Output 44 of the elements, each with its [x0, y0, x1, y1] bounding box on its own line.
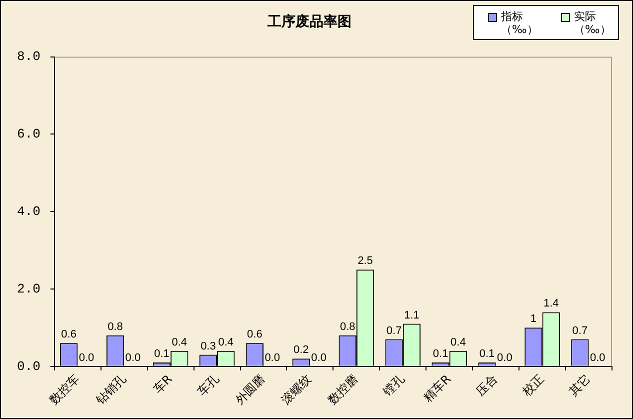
data-label: 0.0	[590, 352, 606, 364]
data-label: 0.3	[200, 340, 216, 352]
data-label: 0.4	[218, 336, 234, 348]
x-tick-label: 车孔	[194, 372, 222, 399]
x-tick-label: 滚螺纹	[278, 372, 314, 408]
data-label: 0.0	[125, 352, 141, 364]
y-tick-label: 8.0	[17, 49, 40, 64]
legend-label: 实际（‰）	[574, 10, 611, 36]
y-tick-label: 6.0	[17, 126, 40, 142]
y-tick-label: 2.0	[17, 281, 40, 296]
data-label: 0.7	[386, 324, 402, 337]
y-tick-label: 0.0	[17, 358, 40, 374]
data-label: 1.4	[543, 298, 559, 310]
data-label: 0.6	[247, 328, 262, 341]
data-label: 0.8	[340, 320, 356, 333]
data-label: 0.7	[572, 324, 588, 337]
chart-title: 工序废品率图	[266, 13, 352, 30]
x-tick-label: 其它	[566, 372, 594, 399]
data-label: 0.1	[432, 348, 448, 360]
x-tick-label: 钻销孔	[92, 372, 128, 408]
data-label: 0.4	[450, 336, 466, 348]
x-tick-label: 外圆磨	[232, 372, 268, 408]
data-label: 0.2	[293, 344, 309, 356]
x-tick-label: 数控磨	[325, 372, 361, 408]
x-tick-label: 车R	[150, 372, 175, 396]
data-label: 0.0	[264, 352, 280, 364]
data-label: 0.0	[78, 352, 94, 364]
data-label: 0.1	[479, 348, 495, 360]
legend-label: 指标（‰）	[501, 10, 538, 36]
data-label: 0.0	[497, 352, 512, 364]
data-label: 1.1	[404, 309, 420, 322]
data-label: 0.1	[154, 348, 170, 360]
y-tick-label: 4.0	[17, 204, 40, 220]
data-label: 1	[530, 313, 537, 326]
x-tick-label: 镗孔	[380, 372, 408, 400]
data-label: 0.0	[311, 352, 326, 364]
data-label: 0.8	[108, 320, 123, 333]
data-label: 2.5	[358, 255, 373, 268]
x-tick-label: 校正	[519, 372, 547, 400]
x-tick-label: 数控车	[46, 372, 82, 408]
data-label: 0.4	[172, 336, 188, 348]
data-label: 0.6	[61, 328, 76, 341]
x-tick-label: 精车R	[420, 372, 454, 405]
x-tick-label: 压合	[473, 372, 500, 399]
